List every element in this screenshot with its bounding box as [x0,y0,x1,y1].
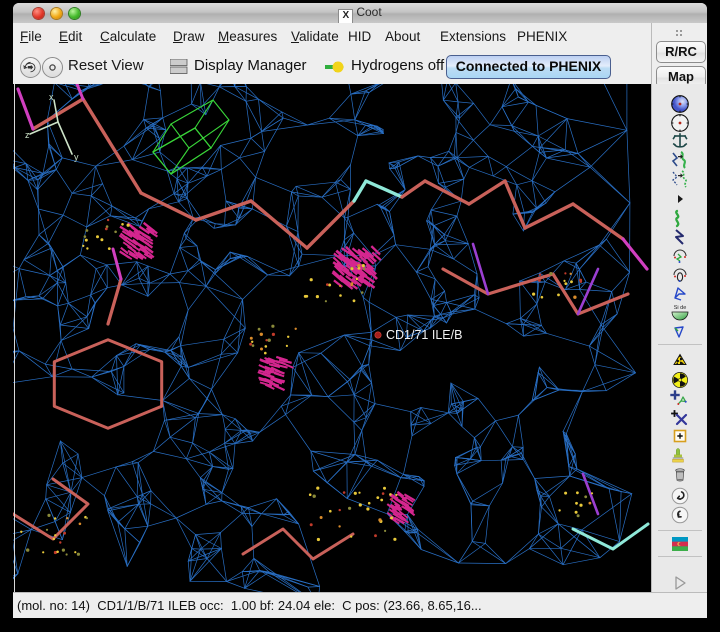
svg-text:z: z [25,130,30,140]
svg-text:x: x [49,92,54,102]
svg-text:y: y [74,152,79,162]
svg-text:Si de: Si de [674,305,687,311]
svg-text:CD1/71 ILE/B: CD1/71 ILE/B [386,328,462,342]
